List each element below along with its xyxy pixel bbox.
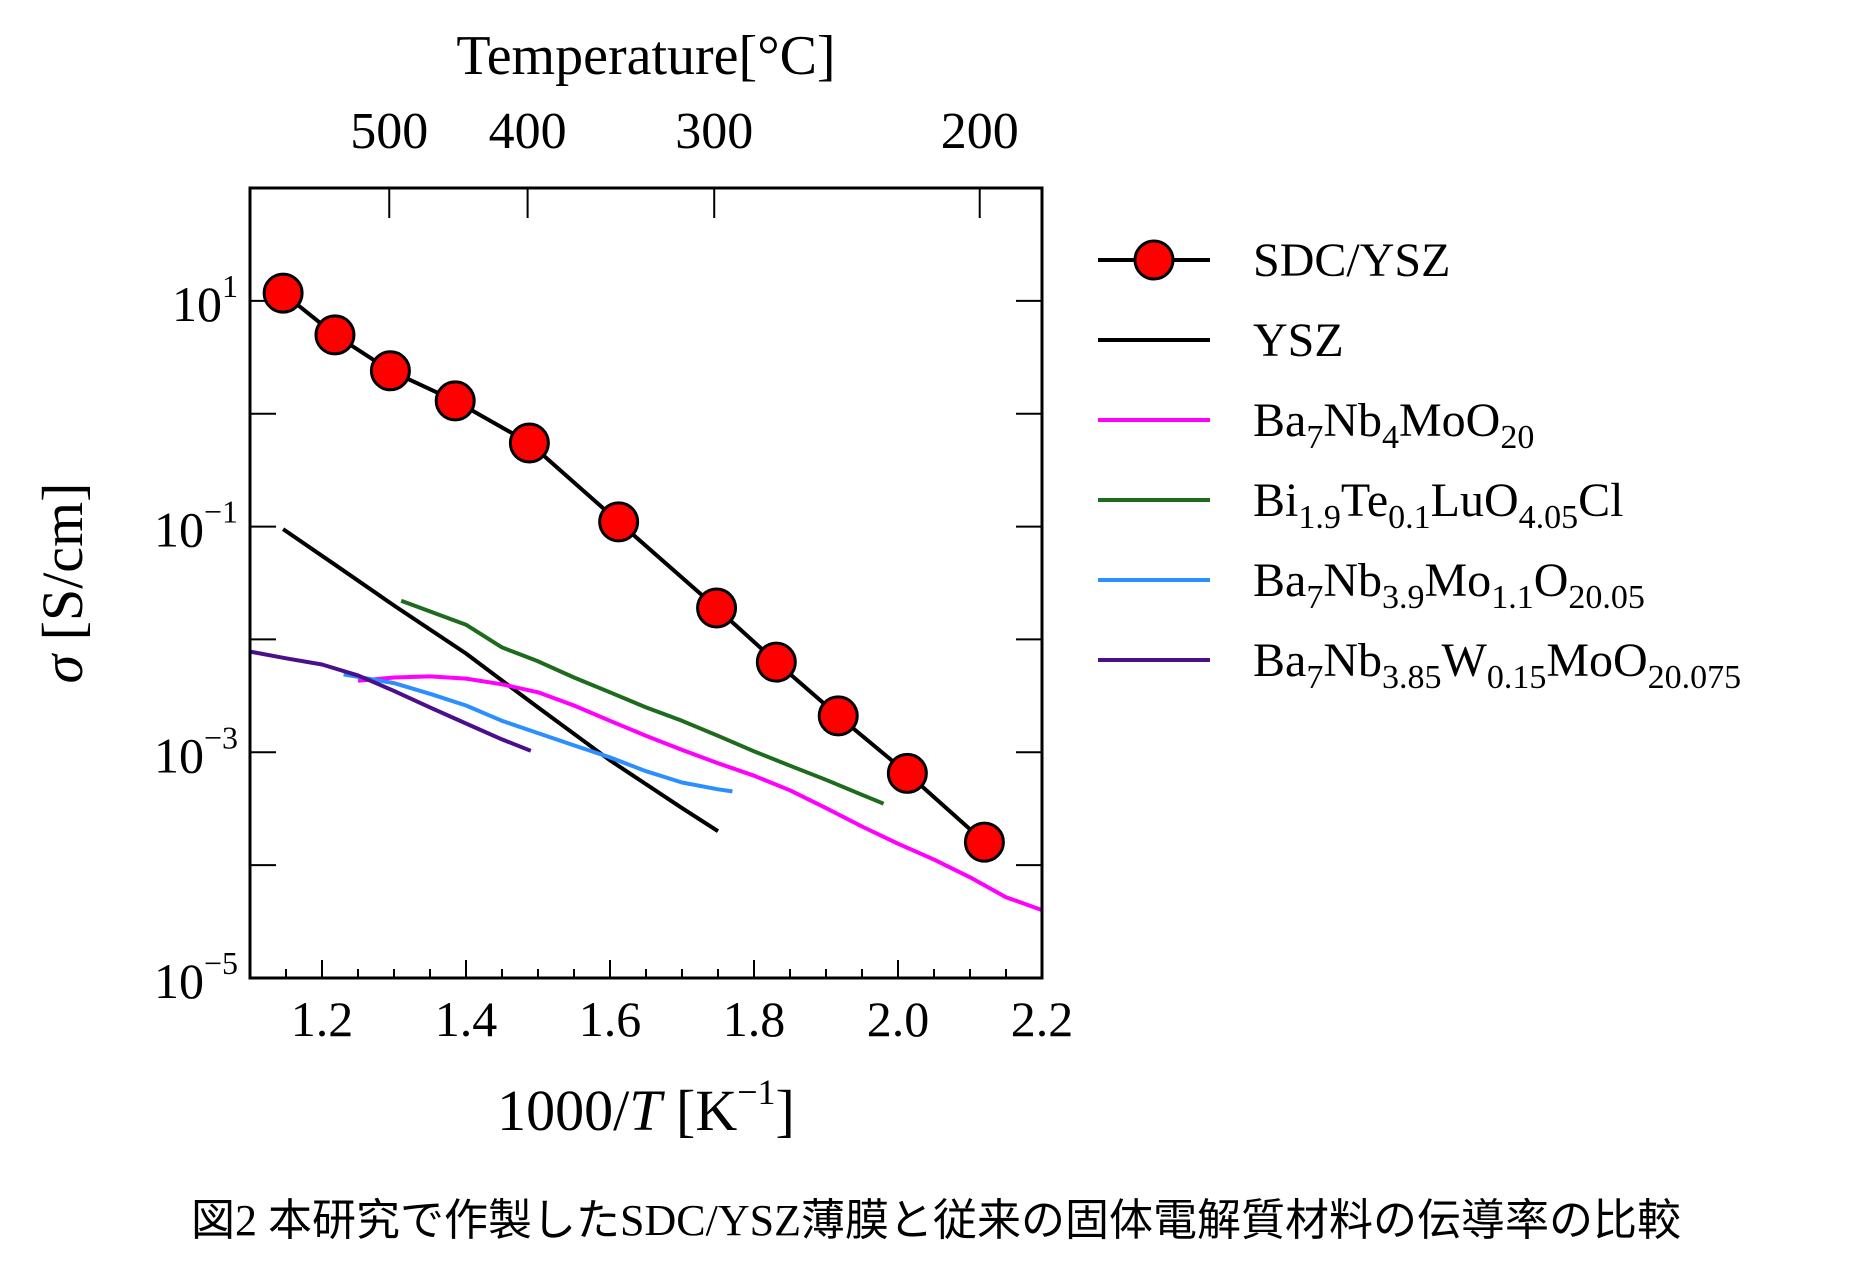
legend-label: SDC/YSZ bbox=[1253, 234, 1450, 287]
legend-marker bbox=[1133, 239, 1175, 281]
top-tick-label: 300 bbox=[675, 103, 753, 160]
data-point bbox=[434, 380, 476, 422]
data-point bbox=[508, 422, 550, 464]
legend: SDC/YSZ YSZ Ba7Nb4MoO20 Bi1.9Te0.1LuO4.05Cl… bbox=[1098, 234, 1741, 696]
legend-label: Bi1.9Te0.1LuO4.05Cl bbox=[1253, 474, 1623, 536]
top-tick-label: 200 bbox=[941, 103, 1019, 160]
legend-label: Ba7Nb3.9Mo1.1O20.05 bbox=[1253, 554, 1645, 616]
x-tick-label: 1.6 bbox=[579, 991, 642, 1047]
y-axis-title: σ [S/cm] bbox=[30, 483, 95, 684]
top-tick-label: 400 bbox=[489, 103, 567, 160]
data-point bbox=[696, 587, 738, 629]
x-tick-label: 2.2 bbox=[1011, 991, 1074, 1047]
y-tick-label: 10−5 bbox=[154, 945, 238, 1009]
series-lines bbox=[250, 291, 1042, 912]
top-axis-title: Temperature[°C] bbox=[456, 25, 835, 87]
tick-marks bbox=[249, 187, 1043, 979]
figure-caption: 図2 本研究で作製したSDC/YSZ薄膜と従来の固体電解質材料の伝導率の比較 bbox=[191, 1196, 1681, 1245]
legend-label: YSZ bbox=[1253, 314, 1344, 367]
series-line-2 bbox=[281, 527, 720, 833]
x-tick-label: 1.8 bbox=[723, 991, 786, 1047]
data-point bbox=[817, 695, 859, 737]
plot-frame bbox=[248, 186, 1044, 980]
y-axis-title-group: σ [S/cm] bbox=[30, 483, 95, 684]
y-tick-label: 10−3 bbox=[154, 719, 238, 783]
data-point bbox=[963, 821, 1005, 863]
data-point bbox=[369, 350, 411, 392]
x-tick-label: 1.4 bbox=[435, 991, 498, 1047]
legend-label: Ba7Nb3.85W0.15MoO20.075 bbox=[1253, 634, 1741, 696]
data-point bbox=[598, 501, 640, 543]
y-tick-label: 101 bbox=[172, 268, 238, 332]
y-tick-label: 10−1 bbox=[154, 494, 238, 558]
top-tick-label: 500 bbox=[350, 103, 428, 160]
series-line-6 bbox=[250, 649, 532, 753]
series-line-5 bbox=[343, 672, 733, 794]
legend-label: Ba7Nb4MoO20 bbox=[1253, 394, 1534, 456]
x-tick-label: 2.0 bbox=[867, 991, 930, 1047]
data-point bbox=[314, 314, 356, 356]
data-point bbox=[262, 272, 304, 314]
series-line-3 bbox=[357, 674, 1042, 912]
x-tick-label: 1.2 bbox=[291, 991, 354, 1047]
series-markers bbox=[262, 272, 1005, 863]
series-line-4 bbox=[400, 598, 885, 806]
data-point bbox=[755, 641, 797, 683]
data-point bbox=[886, 752, 928, 794]
axis-labels: 1.2 1.4 1.6 1.8 2.0 2.2 101 10−1 10−3 10−5 500 400 3… bbox=[30, 25, 1073, 1143]
x-axis-title: 1000/T [K−1] bbox=[497, 1072, 795, 1143]
